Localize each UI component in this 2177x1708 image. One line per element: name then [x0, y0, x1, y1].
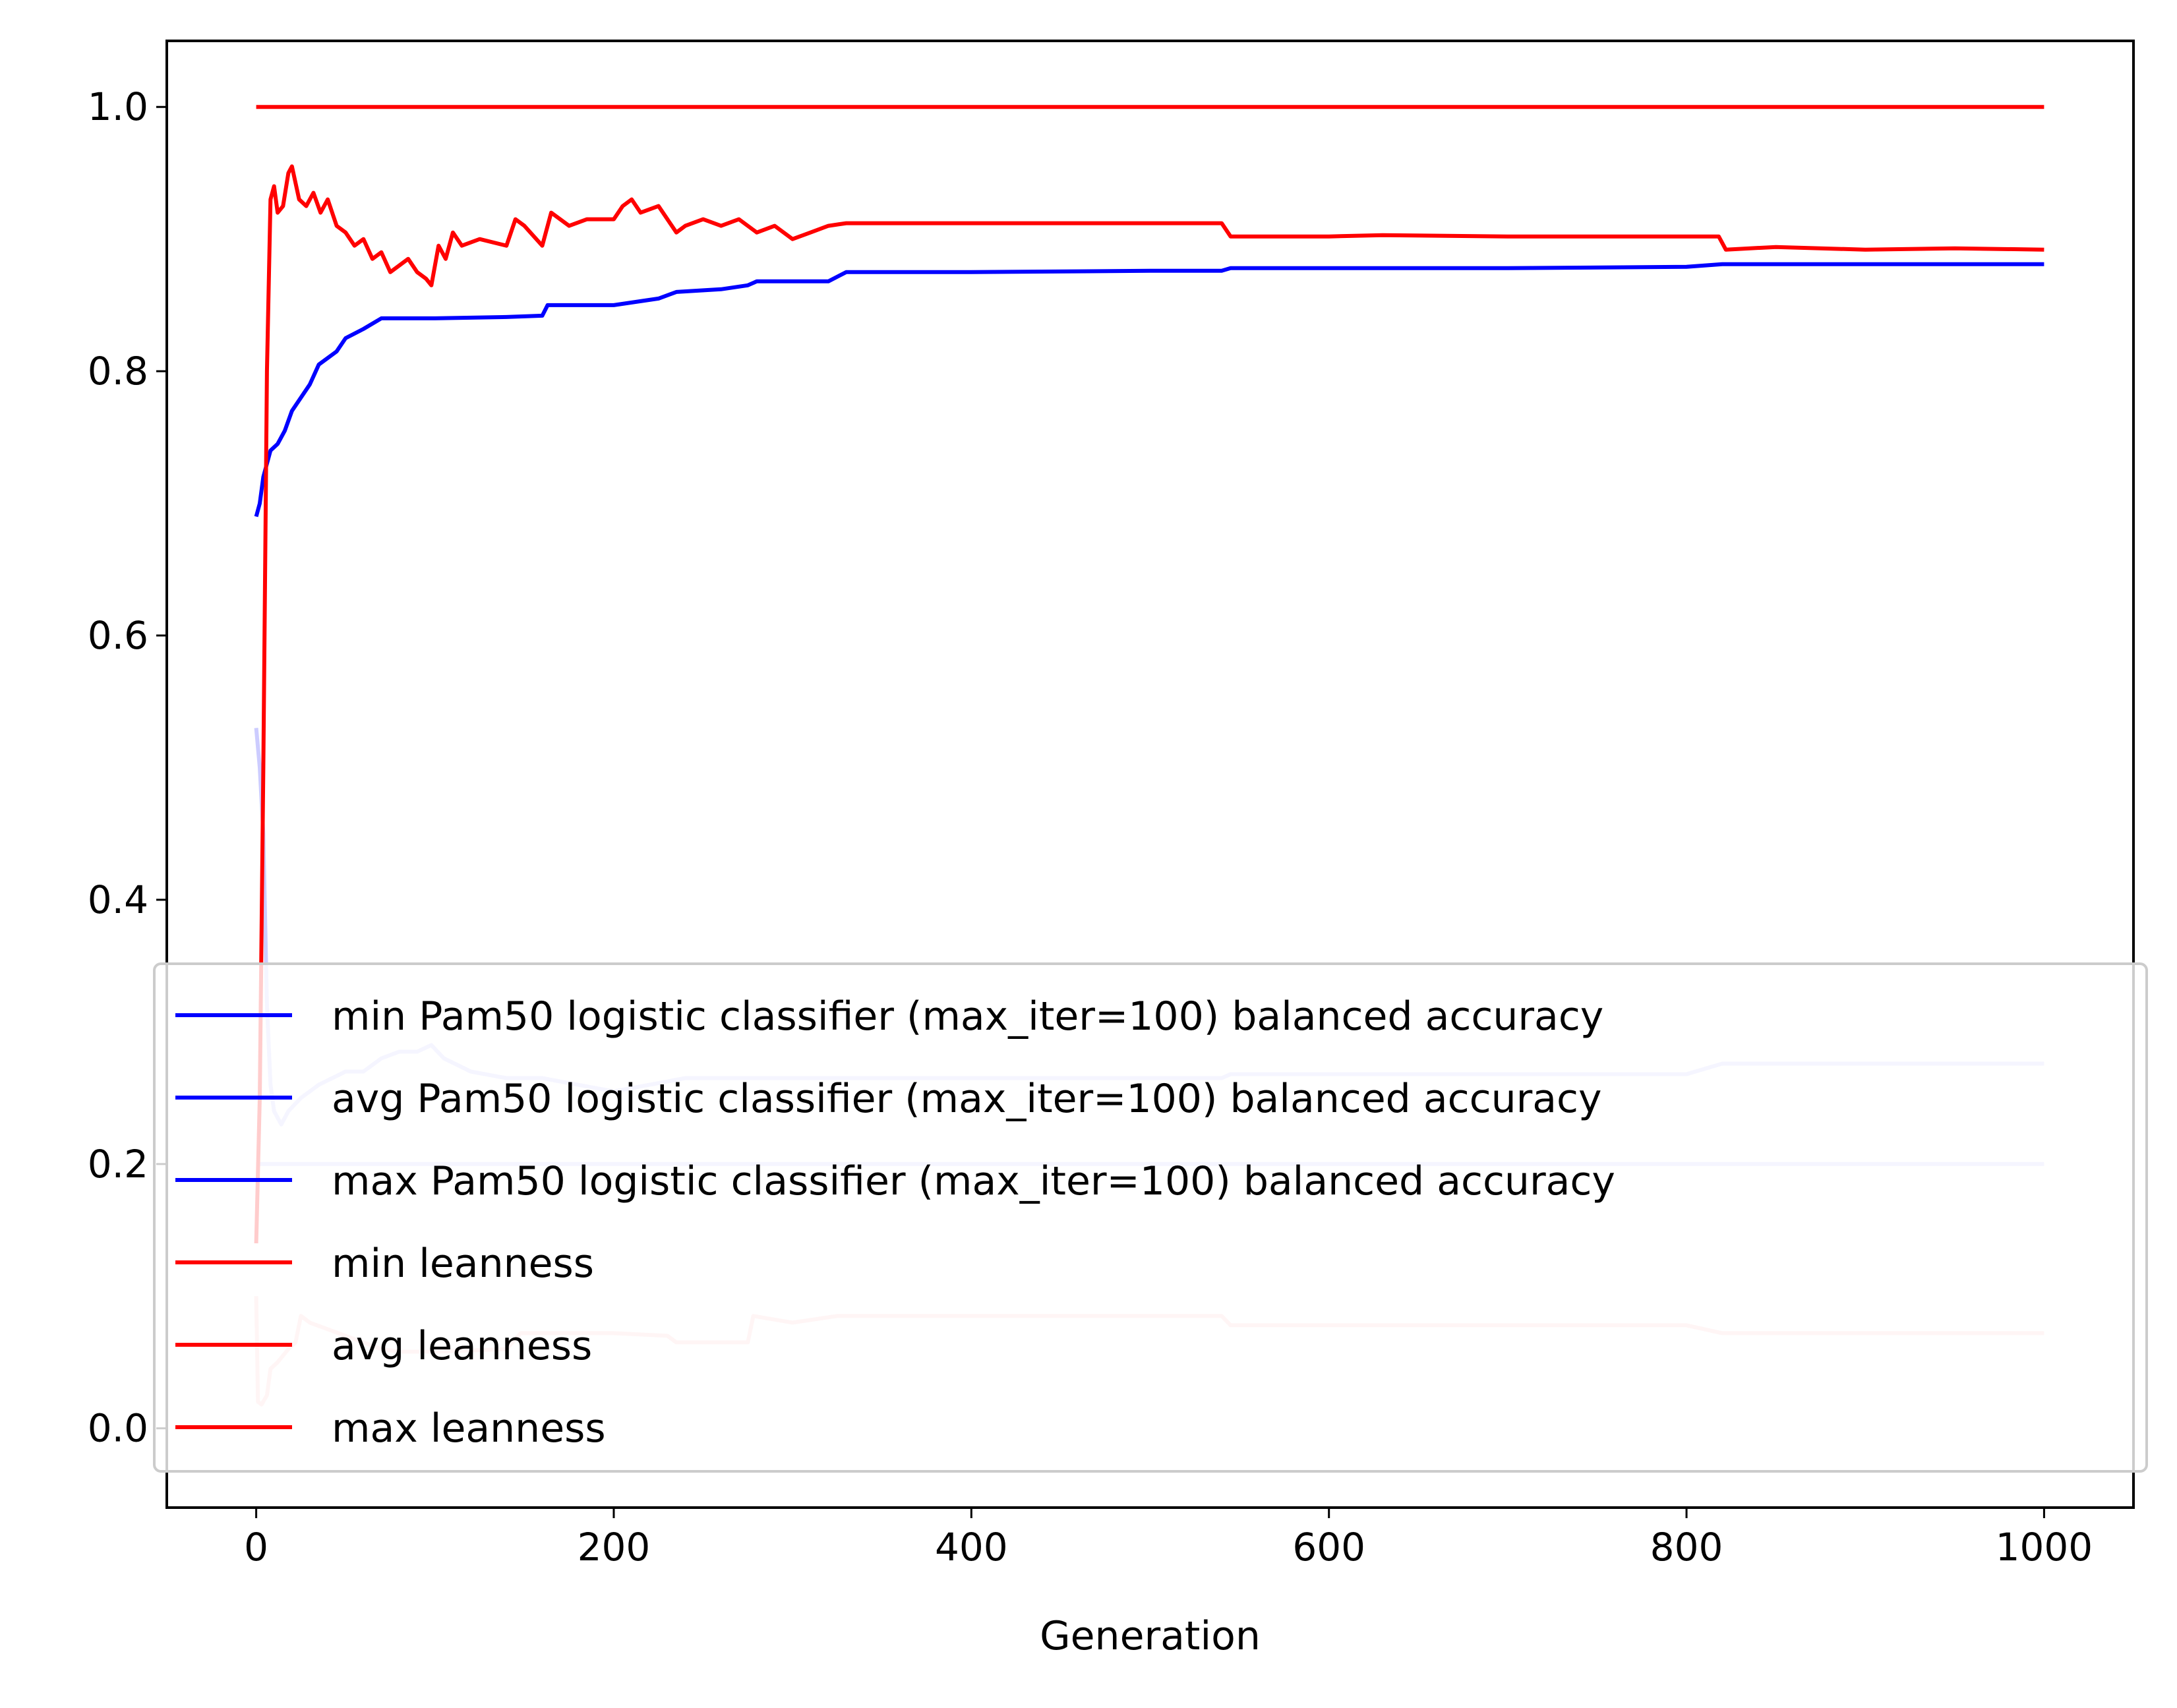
y-tick-label: 0.6	[88, 613, 148, 658]
y-tick-label: 0.8	[88, 349, 148, 394]
legend-label: max leanness	[332, 1405, 606, 1452]
legend: min Pam50 logistic classifier (max_iter=…	[153, 962, 2148, 1473]
x-tick-label: 200	[578, 1525, 651, 1570]
x-axis-label: Generation	[1040, 1613, 1261, 1659]
x-axis: 0 200 400 600 800 1000	[244, 1508, 2093, 1570]
y-tick-label: 1.0	[88, 84, 148, 129]
series-line-4	[254, 164, 2044, 1244]
legend-label: min leanness	[332, 1241, 594, 1287]
x-tick-label: 400	[935, 1525, 1008, 1570]
plot-area-frame	[165, 40, 2135, 1509]
legend-label: min Pam50 logistic classifier (max_iter=…	[332, 993, 1603, 1040]
x-tick-label: 0	[244, 1525, 268, 1570]
x-tick-label: 1000	[1996, 1525, 2093, 1570]
x-tick-label: 600	[1292, 1525, 1365, 1570]
legend-label: avg leanness	[332, 1323, 592, 1369]
legend-frame	[153, 962, 2148, 1473]
series-line-2	[254, 262, 2044, 517]
y-tick-label: 0.0	[88, 1406, 148, 1451]
legend-label: max Pam50 logistic classifier (max_iter=…	[332, 1158, 1615, 1204]
y-tick-label: 0.4	[88, 877, 148, 922]
y-tick-label: 0.2	[88, 1142, 148, 1187]
legend-label: avg Pam50 logistic classifier (max_iter=…	[332, 1076, 1602, 1122]
y-axis: 0.0 0.2 0.4 0.6 0.8 1.0	[88, 84, 167, 1451]
x-tick-label: 800	[1650, 1525, 1723, 1570]
